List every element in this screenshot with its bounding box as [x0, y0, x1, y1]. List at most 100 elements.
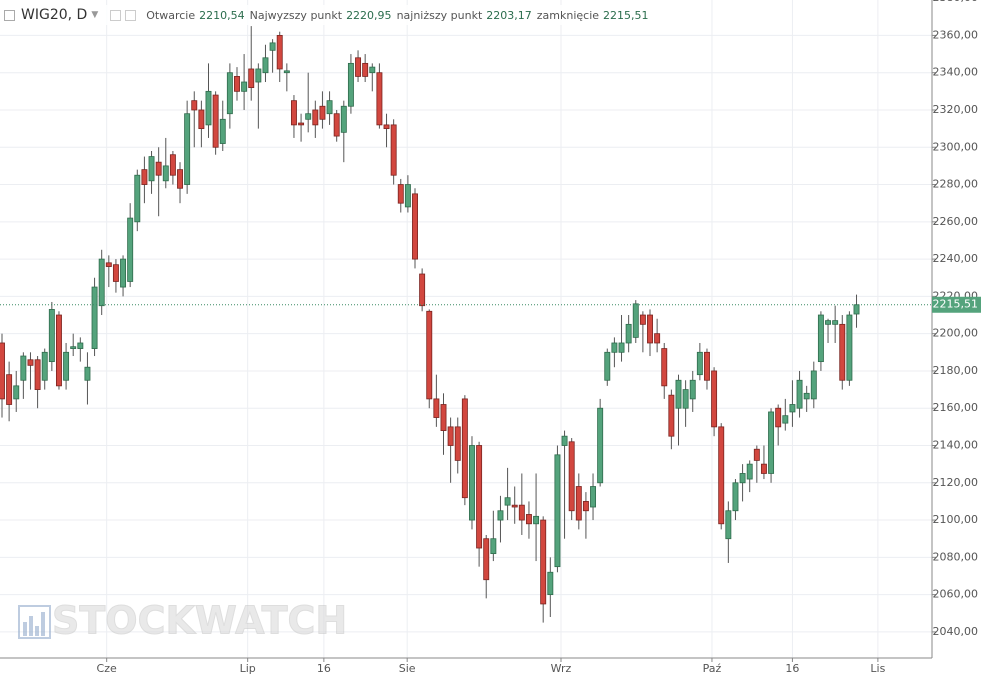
candle-body: [283, 70, 290, 74]
y-tick-label: 2360,00: [933, 28, 979, 41]
dropdown-caret[interactable]: ▼: [91, 10, 99, 20]
y-tick-label: 2240,00: [933, 252, 979, 265]
candle-body: [675, 379, 682, 409]
candle-body: [63, 351, 70, 381]
candle-body: [525, 514, 532, 525]
ohlc-value: 2210,54: [199, 8, 245, 22]
watermark-icon-bar: [41, 612, 45, 636]
candle-body: [447, 426, 454, 446]
y-tick-label: 2280,00: [933, 178, 979, 191]
x-tick-label: Sie: [399, 662, 416, 674]
candle-body: [319, 105, 326, 120]
watermark-icon: [18, 605, 51, 639]
settings-icon[interactable]: [125, 9, 137, 21]
candle-body: [155, 161, 162, 176]
watermark-icon-bar: [29, 616, 33, 636]
candle-body: [825, 320, 831, 325]
candle-body: [782, 415, 789, 424]
candle-body: [582, 501, 589, 512]
candle-body: [732, 482, 739, 512]
y-tick-label: 2340,00: [933, 66, 979, 79]
candle-body: [832, 320, 839, 325]
watermark-icon-bar: [23, 622, 27, 636]
y-tick-label: 2040,00: [933, 625, 979, 638]
y-tick-label: 2120,00: [933, 476, 979, 489]
candle-body: [20, 355, 27, 381]
candle-body: [632, 303, 639, 338]
candle-body: [511, 504, 518, 508]
collapse-icon[interactable]: [4, 9, 15, 21]
y-tick-label: 2180,00: [933, 364, 979, 377]
candle-body: [355, 57, 362, 77]
candle-body: [169, 154, 176, 176]
candle-body: [554, 454, 561, 568]
candle-body: [191, 100, 198, 111]
candle-body: [689, 379, 696, 400]
candle-body: [810, 370, 817, 400]
ohlc-label: najniższy punkt: [396, 8, 483, 22]
candle-body: [618, 342, 625, 353]
candle-body: [696, 351, 703, 376]
candle-body: [768, 411, 775, 474]
y-tick-label: 2380,00: [933, 0, 979, 4]
y-tick-label: 2140,00: [933, 439, 979, 452]
candle-body: [412, 193, 418, 260]
eye-icon[interactable]: [110, 9, 122, 21]
candle-body: [476, 445, 483, 549]
candle-body: [77, 342, 84, 349]
symbol: WIG20, D: [21, 7, 88, 23]
candle-body: [739, 473, 746, 484]
y-tick-label: 2260,00: [933, 215, 979, 228]
candle-body: [262, 57, 269, 74]
ohlc-label: Otwarcie: [146, 8, 196, 22]
candle-body: [234, 76, 240, 92]
candle-body: [518, 504, 525, 521]
watermark-text: STOCKWATCH: [52, 599, 347, 643]
candle-body: [390, 124, 397, 176]
candle-body: [469, 445, 475, 521]
candle-body: [248, 68, 255, 89]
candle-body: [490, 538, 497, 555]
y-tick-label: 2100,00: [933, 513, 979, 526]
candle-body: [561, 435, 568, 446]
candle-body: [440, 404, 447, 431]
ohlc-values: Otwarcie 2210,54 Najwyzszy punkt 2220,95 naj…: [146, 9, 653, 22]
candle-body: [419, 273, 426, 307]
candle-body: [383, 124, 390, 130]
candle-body: [433, 398, 440, 418]
candle-body: [461, 398, 468, 499]
candle-body: [340, 105, 347, 133]
header: WIG20, D ▼ Otwarcie 2210,54 Najwyzszy punk…: [4, 5, 654, 25]
candle-body: [255, 68, 262, 83]
candle-body: [184, 113, 191, 185]
ohlc-value: 2215,51: [603, 8, 649, 22]
x-tick-label: Paź: [703, 662, 722, 674]
y-tick-label: 2160,00: [933, 401, 979, 414]
x-tick-label: 16: [785, 662, 799, 674]
candle-body: [27, 359, 34, 366]
candle-body: [162, 165, 169, 182]
candle-body: [846, 314, 853, 381]
candle-body: [454, 426, 461, 461]
candle-body: [105, 262, 112, 267]
candle-body: [0, 342, 5, 400]
candle-body: [91, 286, 98, 349]
watermark-icon-bar: [35, 626, 39, 636]
candle-body: [803, 392, 810, 400]
candle-body: [205, 90, 212, 126]
candle-body: [141, 169, 148, 185]
candle-body: [540, 519, 547, 605]
candle-body: [483, 538, 490, 581]
last-price-box: [932, 296, 981, 313]
candle-body: [753, 448, 760, 461]
candle-body: [590, 486, 597, 508]
candle-body: [611, 342, 618, 353]
candle-body: [682, 389, 689, 409]
x-tick-label: 16: [317, 662, 331, 674]
candle-body: [376, 72, 383, 126]
candle-body: [326, 100, 333, 115]
candle-body: [625, 323, 632, 344]
candle-body: [13, 385, 20, 400]
candle-body: [668, 394, 675, 437]
